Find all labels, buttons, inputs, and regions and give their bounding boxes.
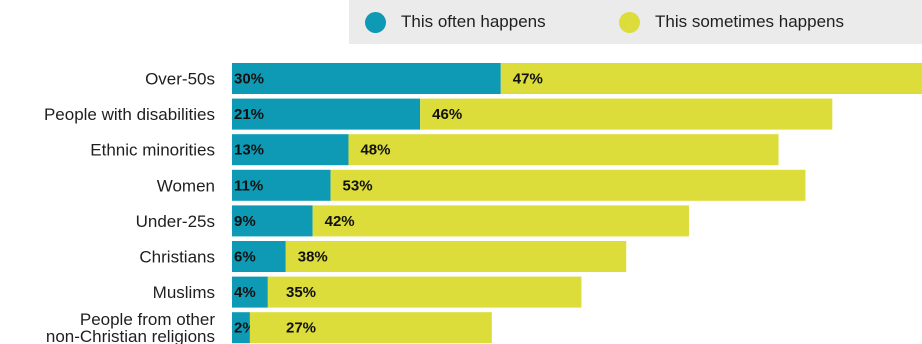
legend-swatch-often [365,11,386,33]
legend-label-often: This often happens [401,12,546,31]
bar-often [232,134,349,166]
category-label: Christians [139,248,215,267]
bar-sometimes [249,312,492,344]
bar-sometimes [267,276,582,308]
value-label-often: 9% [234,213,256,230]
bar-often [232,205,313,237]
bar-sometimes [500,63,922,94]
legend-item-sometimes: This sometimes happens [619,0,844,44]
value-label-often: 11% [234,177,263,194]
category-label: non-Christian religions [46,327,215,344]
category-label: Over-50s [145,70,215,89]
value-label-often: 13% [234,142,264,159]
value-label-sometimes: 48% [360,142,390,159]
bar-sometimes [312,205,689,237]
bar-often [232,169,331,201]
bar-often [232,63,501,94]
value-label-sometimes: 42% [325,213,355,230]
value-label-often: 30% [234,71,264,88]
value-label-often: 4% [234,284,256,301]
legend: This often happens This sometimes happen… [349,0,922,44]
bar-often [232,276,268,308]
value-label-sometimes: 27% [286,320,316,337]
bar-often [232,241,286,272]
value-label-sometimes: 47% [513,71,543,88]
value-label-sometimes: 46% [432,106,462,123]
category-label: Women [157,176,215,195]
bar-sometimes [348,134,779,166]
bar-sometimes [420,98,833,130]
value-label-often: 21% [234,106,264,123]
value-label-often: 6% [234,249,256,266]
category-label: People from other [80,310,215,329]
legend-label-sometimes: This sometimes happens [655,12,844,31]
value-label-sometimes: 35% [286,284,316,301]
bar-sometimes [285,241,627,272]
category-label: Muslims [153,283,215,302]
bar-sometimes [330,169,806,201]
category-label: People with disabilities [44,105,215,124]
value-label-sometimes: 38% [298,249,328,266]
category-label: Under-25s [136,212,215,231]
legend-swatch-sometimes [619,11,640,33]
bar-often [232,312,250,344]
legend-item-often: This often happens [365,0,546,44]
bar-often [232,98,421,130]
value-label-sometimes: 53% [343,177,373,194]
category-label: Ethnic minorities [90,141,215,160]
